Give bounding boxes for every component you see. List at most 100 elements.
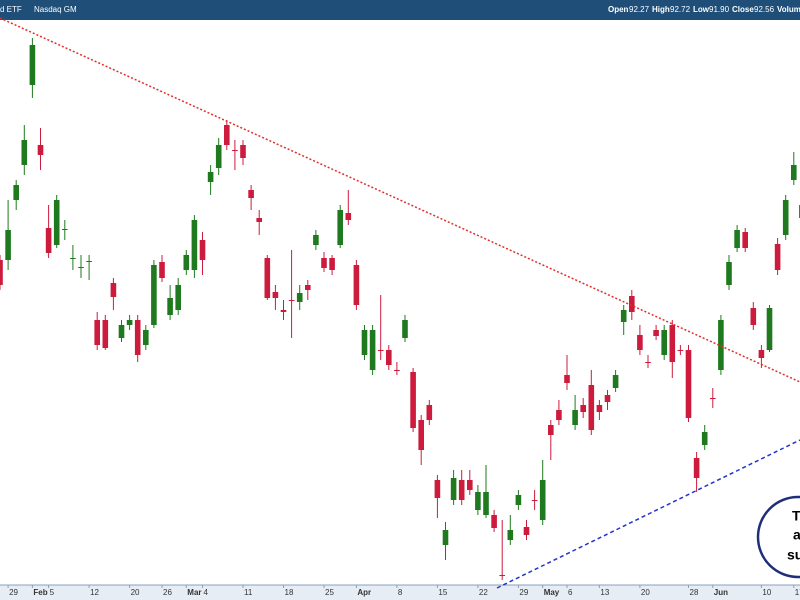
x-tick-label: May bbox=[544, 588, 560, 597]
candle-body bbox=[305, 285, 311, 290]
candle-body bbox=[718, 320, 724, 370]
candle-body bbox=[661, 330, 667, 355]
candle-body bbox=[175, 285, 181, 310]
candle-body bbox=[167, 298, 173, 315]
x-tick-label: 17 bbox=[795, 588, 800, 597]
candle-body bbox=[426, 405, 433, 420]
candle-body bbox=[94, 320, 100, 345]
candle-body bbox=[791, 165, 797, 180]
candle-body bbox=[296, 293, 303, 302]
exchange: Nasdaq GM bbox=[34, 5, 77, 14]
candle-body bbox=[604, 395, 611, 402]
candle-body bbox=[726, 262, 732, 285]
candle-body bbox=[159, 262, 165, 278]
candle-body bbox=[53, 200, 60, 245]
candle-body bbox=[29, 45, 36, 85]
candle-body bbox=[564, 375, 570, 383]
candle-body bbox=[556, 410, 562, 420]
candle-body bbox=[313, 235, 319, 245]
resistance-trendline bbox=[0, 17, 800, 383]
stat-label: Low bbox=[693, 5, 710, 14]
x-axis-strip bbox=[0, 585, 800, 600]
candle-body bbox=[86, 261, 92, 262]
x-tick-label: 13 bbox=[600, 588, 609, 597]
candle-body bbox=[434, 480, 441, 498]
x-tick-label: 29 bbox=[519, 588, 528, 597]
candle-body bbox=[645, 362, 651, 363]
candle-body bbox=[70, 258, 76, 259]
candle-body bbox=[612, 375, 619, 388]
candle-body bbox=[539, 480, 546, 520]
candle-body bbox=[215, 145, 222, 168]
x-tick-label: 5 bbox=[50, 588, 55, 597]
symbol: d ETF bbox=[0, 5, 22, 14]
x-tick-label: 26 bbox=[163, 588, 172, 597]
candle-body bbox=[442, 530, 449, 545]
annotation-line: T bbox=[792, 508, 800, 524]
candle-body bbox=[499, 575, 505, 576]
candle-body bbox=[361, 330, 368, 355]
candle-body bbox=[199, 240, 206, 260]
candle-body bbox=[742, 232, 748, 248]
candle-body bbox=[685, 350, 692, 418]
candle-body bbox=[110, 283, 117, 297]
support-trendline bbox=[496, 439, 800, 589]
x-tick-label: 10 bbox=[762, 588, 771, 597]
candle-body bbox=[288, 300, 295, 301]
candle-body bbox=[345, 213, 352, 220]
x-tick-label: 4 bbox=[204, 588, 209, 597]
candle-body bbox=[353, 265, 360, 305]
candle-body bbox=[750, 308, 757, 325]
candle-body bbox=[337, 210, 343, 245]
candle-body bbox=[183, 255, 190, 270]
candle-body bbox=[450, 478, 457, 500]
x-tick-label: 25 bbox=[325, 588, 334, 597]
annotation-circle bbox=[756, 495, 800, 579]
candle-body bbox=[264, 258, 271, 298]
candle-body bbox=[134, 320, 141, 355]
volume-label: Volum bbox=[777, 5, 800, 14]
candle-body bbox=[272, 292, 279, 298]
x-tick-label: 29 bbox=[9, 588, 18, 597]
x-tick-label: Mar bbox=[187, 588, 201, 597]
candle-body bbox=[458, 480, 465, 500]
candle-body bbox=[523, 527, 530, 535]
candle-body bbox=[321, 258, 327, 268]
candle-body bbox=[207, 172, 214, 182]
candle-body bbox=[548, 425, 554, 435]
candle-body bbox=[191, 220, 198, 270]
candle-body bbox=[515, 495, 522, 505]
candle-body bbox=[475, 492, 481, 510]
candle-body bbox=[410, 372, 416, 428]
x-tick-label: 20 bbox=[641, 588, 650, 597]
candle-body bbox=[13, 185, 19, 200]
header: d ETF Nasdaq GM Open 92.27 High 92.72 Lo… bbox=[0, 5, 800, 14]
candle-body bbox=[377, 350, 384, 351]
candle-body bbox=[766, 308, 773, 350]
x-tick-label: 18 bbox=[285, 588, 294, 597]
candle-body bbox=[45, 228, 52, 253]
candle-body bbox=[394, 370, 400, 371]
x-tick-label: Apr bbox=[357, 588, 371, 597]
candle-body bbox=[151, 265, 157, 325]
candle-body bbox=[102, 320, 109, 348]
candle-body bbox=[774, 244, 781, 270]
stat-value: 92.72 bbox=[670, 5, 691, 14]
candle-body bbox=[637, 335, 643, 350]
stat-label: High bbox=[652, 5, 670, 14]
x-tick-label: 11 bbox=[244, 588, 253, 597]
x-tick-label: 22 bbox=[479, 588, 488, 597]
candle-body bbox=[710, 398, 716, 399]
header-bar bbox=[0, 0, 800, 20]
candle-body bbox=[329, 258, 335, 270]
candle-body bbox=[596, 405, 603, 412]
stat-label: Close bbox=[732, 5, 754, 14]
candle-body bbox=[248, 190, 254, 198]
x-tick-label: 6 bbox=[568, 588, 573, 597]
candle-body bbox=[572, 410, 578, 425]
stat-value: 92.56 bbox=[754, 5, 775, 14]
candle-body bbox=[143, 330, 149, 345]
candle-body bbox=[386, 350, 392, 365]
candle-body bbox=[758, 350, 765, 358]
candle-body bbox=[782, 200, 789, 235]
